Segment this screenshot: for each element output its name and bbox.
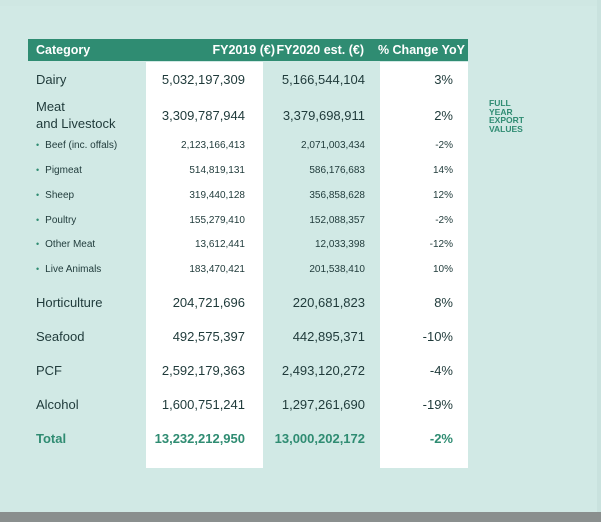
header-fy2020: FY2020 est. (€)	[276, 43, 364, 57]
side-note: FULL YEAR EXPORT VALUES	[489, 99, 549, 133]
side-note-line: YEAR	[489, 106, 513, 117]
row-change: 8%	[434, 295, 453, 310]
row-fy2019: 1,600,751,241	[161, 397, 245, 412]
table-header: Category FY2019 (€) FY2020 est. (€) % Ch…	[28, 39, 468, 61]
row-fy2020: 3,379,698,911	[282, 108, 365, 123]
change-column-background	[380, 62, 468, 468]
row-change: 3%	[434, 72, 453, 87]
top-strip	[0, 0, 601, 6]
row-category: • Poultry	[36, 215, 77, 226]
bullet-icon: •	[36, 239, 40, 249]
header-category: Category	[36, 43, 91, 57]
row-fy2020: 5,166,544,104	[281, 72, 365, 87]
row-fy2020: 356,858,628	[309, 190, 365, 201]
row-category: • Sheep	[36, 190, 75, 201]
row-change: -4%	[429, 363, 453, 378]
header-fy2019: FY2019 (€)	[212, 43, 275, 57]
row-category-line1: Meat	[36, 99, 65, 114]
row-fy2020: 2,071,003,434	[301, 140, 365, 151]
row-fy2019: 155,279,410	[189, 215, 245, 226]
row-fy2020: 12,033,398	[314, 239, 365, 250]
row-fy2019: 319,440,128	[189, 190, 245, 201]
row-category: Dairy	[36, 72, 67, 87]
row-fy2019: 5,032,197,309	[161, 72, 245, 87]
row-change: -2%	[435, 215, 453, 226]
side-note-line: FULL	[489, 98, 511, 108]
row-change: 14%	[432, 165, 453, 176]
row-change: -12%	[429, 239, 453, 250]
row-change: -10%	[422, 329, 453, 344]
side-note-line: VALUES	[489, 123, 523, 134]
row-fy2020: 13,000,202,172	[274, 431, 365, 446]
row-category: Horticulture	[36, 295, 103, 310]
row-category: • Other Meat	[36, 239, 96, 250]
row-category: PCF	[36, 363, 62, 378]
row-category: Alcohol	[36, 397, 79, 412]
row-fy2019: 492,575,397	[172, 329, 245, 344]
row-fy2020: 201,538,410	[309, 264, 365, 275]
row-fy2019: 3,309,787,944	[161, 108, 245, 123]
row-category: Seafood	[36, 329, 85, 344]
row-category-line2: and Livestock	[36, 116, 116, 131]
row-category: • Beef (inc. offals)	[36, 140, 118, 151]
row-fy2019: 514,819,131	[189, 165, 245, 176]
row-change: 2%	[434, 108, 453, 123]
row-fy2019: 183,470,421	[189, 264, 245, 275]
row-fy2019: 2,123,166,413	[181, 140, 245, 151]
bullet-icon: •	[36, 215, 40, 225]
row-fy2019: 13,232,212,950	[154, 431, 245, 446]
row-fy2020: 2,493,120,272	[281, 363, 365, 378]
row-category: • Live Animals	[36, 264, 102, 275]
bullet-icon: •	[36, 264, 40, 274]
row-change: -2%	[429, 431, 453, 446]
bullet-icon: •	[36, 140, 40, 150]
row-change: 12%	[432, 190, 453, 201]
row-change: -19%	[422, 397, 453, 412]
row-category: Meat and Livestock	[36, 98, 116, 132]
row-category: Total	[36, 431, 67, 446]
row-fy2020: 442,895,371	[292, 329, 365, 344]
row-fy2020: 586,176,683	[309, 165, 365, 176]
fy2019-column-background	[146, 62, 263, 468]
row-fy2019: 13,612,441	[194, 239, 245, 250]
header-change: % Change YoY	[377, 43, 465, 57]
right-border	[597, 0, 601, 512]
bullet-icon: •	[36, 165, 40, 175]
side-note-line: EXPORT	[489, 115, 524, 126]
row-fy2019: 2,592,179,363	[161, 363, 245, 378]
row-change: 10%	[432, 264, 453, 275]
row-category: • Pigmeat	[36, 165, 82, 176]
row-fy2020: 152,088,357	[309, 215, 365, 226]
row-fy2020: 220,681,823	[292, 295, 365, 310]
bullet-icon: •	[36, 190, 40, 200]
row-fy2019: 204,721,696	[172, 295, 245, 310]
row-fy2020: 1,297,261,690	[281, 397, 365, 412]
bottom-bar	[0, 512, 601, 522]
row-change: -2%	[435, 140, 453, 151]
